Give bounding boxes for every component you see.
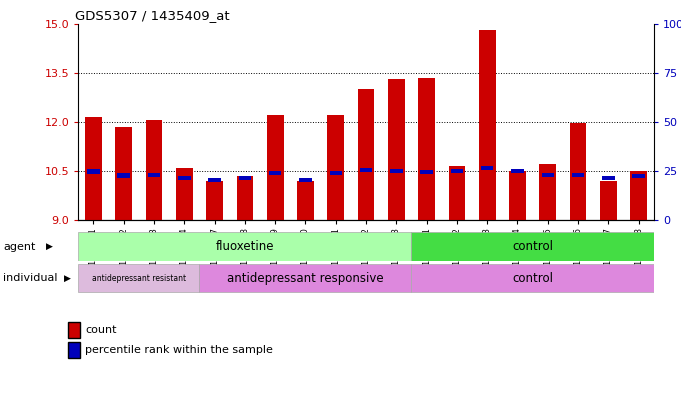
- Bar: [451, 169, 463, 173]
- Bar: [411, 232, 654, 261]
- Bar: [572, 173, 584, 177]
- Bar: [631, 171, 647, 220]
- Bar: [541, 173, 554, 177]
- Bar: [328, 115, 344, 220]
- Bar: [148, 173, 160, 177]
- Bar: [418, 78, 435, 220]
- Bar: [206, 181, 223, 220]
- Bar: [420, 170, 433, 174]
- Bar: [600, 181, 617, 220]
- Bar: [238, 176, 251, 180]
- Bar: [78, 264, 200, 292]
- Bar: [115, 127, 132, 220]
- Text: antidepressant responsive: antidepressant responsive: [227, 272, 384, 285]
- Text: GDS5307 / 1435409_at: GDS5307 / 1435409_at: [76, 9, 230, 22]
- Text: control: control: [512, 240, 553, 253]
- Text: antidepressant resistant: antidepressant resistant: [92, 274, 186, 283]
- Text: control: control: [512, 272, 553, 285]
- Bar: [360, 168, 373, 172]
- Bar: [200, 264, 411, 292]
- Bar: [146, 120, 162, 220]
- Text: fluoxetine: fluoxetine: [216, 240, 274, 253]
- Bar: [511, 169, 524, 173]
- Bar: [236, 176, 253, 220]
- Text: ▶: ▶: [64, 274, 71, 283]
- Text: individual: individual: [3, 273, 58, 283]
- Bar: [176, 168, 193, 220]
- Bar: [208, 178, 221, 182]
- Bar: [388, 79, 405, 220]
- Bar: [411, 264, 654, 292]
- Bar: [178, 176, 191, 180]
- Bar: [358, 89, 375, 220]
- Bar: [118, 173, 130, 178]
- Bar: [509, 171, 526, 220]
- Bar: [390, 169, 402, 173]
- Bar: [330, 171, 342, 175]
- Text: agent: agent: [3, 242, 36, 252]
- Bar: [78, 232, 411, 261]
- Text: count: count: [85, 325, 116, 335]
- Bar: [87, 169, 99, 174]
- Bar: [539, 164, 556, 220]
- Bar: [449, 166, 465, 220]
- Text: ▶: ▶: [46, 242, 53, 251]
- Bar: [269, 171, 281, 175]
- Bar: [633, 174, 645, 178]
- Bar: [85, 117, 101, 220]
- Bar: [267, 115, 283, 220]
- Bar: [299, 178, 312, 182]
- Bar: [297, 181, 314, 220]
- Bar: [479, 30, 496, 220]
- Text: percentile rank within the sample: percentile rank within the sample: [85, 345, 273, 355]
- Bar: [481, 166, 494, 170]
- Bar: [570, 123, 586, 220]
- Bar: [602, 176, 614, 180]
